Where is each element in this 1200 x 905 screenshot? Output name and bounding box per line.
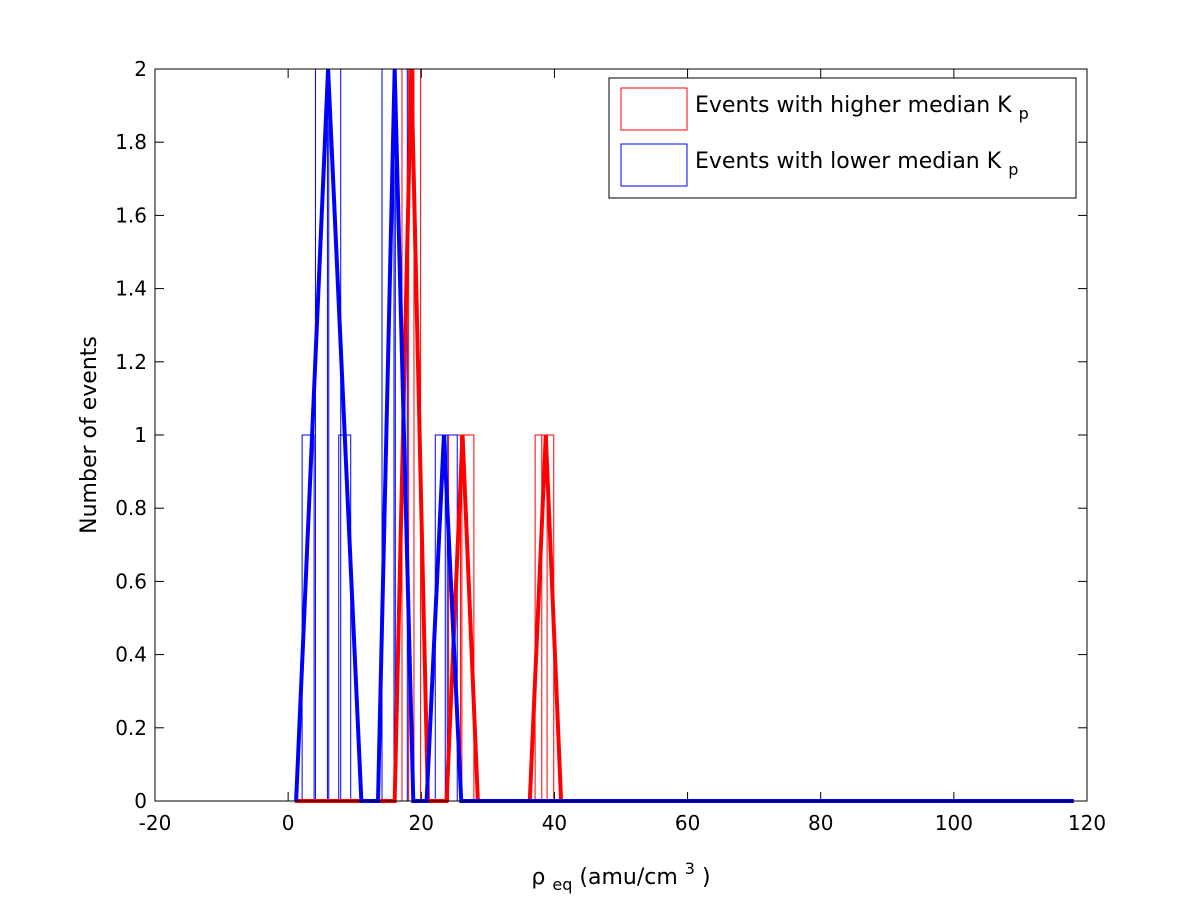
x-tick-label-3: 40 <box>542 811 567 835</box>
legend-swatch-higher <box>620 87 688 131</box>
x-axis-label: ρ eq (amu/cm 3 ) <box>531 855 710 896</box>
y-tick-label-10: 2 <box>134 57 147 81</box>
x-axis-label-close: ) <box>702 865 711 890</box>
y-tick-label-9: 1.8 <box>115 130 147 154</box>
x-tick-label-1: 0 <box>282 811 295 835</box>
x-tick-label-0: -20 <box>139 811 172 835</box>
y-tick-label-5: 1 <box>134 423 147 447</box>
legend-label-higher: Events with higher median K p <box>695 93 1029 123</box>
y-tick-label-1: 0.2 <box>115 716 147 740</box>
legend-label-lower-text: Events with lower median K <box>695 149 1002 174</box>
x-tick-label-5: 80 <box>808 811 833 835</box>
y-tick-label-3: 0.6 <box>115 569 147 593</box>
ticks-layer: -20 0 20 40 60 80 100 12000.20.40.60.811.21.41.… <box>115 57 1106 835</box>
legend-label-lower: Events with lower median K p <box>695 149 1018 179</box>
x-axis-label-superscript: 3 <box>685 859 695 878</box>
legend-swatch-lower <box>620 143 688 187</box>
x-axis-label-unit: (amu/cm <box>579 865 677 890</box>
y-axis-label: Number of events <box>77 336 102 534</box>
curves-layer <box>294 68 1074 803</box>
series-line-higher <box>294 68 1074 803</box>
x-tick-label-4: 60 <box>675 811 700 835</box>
legend-label-higher-subscript: p <box>1019 104 1029 123</box>
y-tick-label-0: 0 <box>134 789 147 813</box>
plot-frame <box>154 68 1088 802</box>
legend-label-lower-subscript: p <box>1008 160 1018 179</box>
x-axis-label-symbol: ρ <box>531 865 545 890</box>
x-tick-label-7: 120 <box>1068 811 1106 835</box>
y-tick-label-6: 1.2 <box>115 350 147 374</box>
series-line-lower <box>294 68 1074 803</box>
x-tick-label-2: 20 <box>409 811 434 835</box>
x-tick-label-6: 100 <box>935 811 973 835</box>
legend: Events with higher median K p Events wit… <box>608 77 1077 199</box>
y-tick-label-8: 1.6 <box>115 203 147 227</box>
y-tick-label-2: 0.4 <box>115 643 147 667</box>
legend-label-higher-text: Events with higher median K <box>695 93 1012 118</box>
y-tick-label-7: 1.4 <box>115 277 147 301</box>
x-axis-label-subscript: eq <box>552 875 572 894</box>
y-tick-label-4: 0.8 <box>115 496 147 520</box>
